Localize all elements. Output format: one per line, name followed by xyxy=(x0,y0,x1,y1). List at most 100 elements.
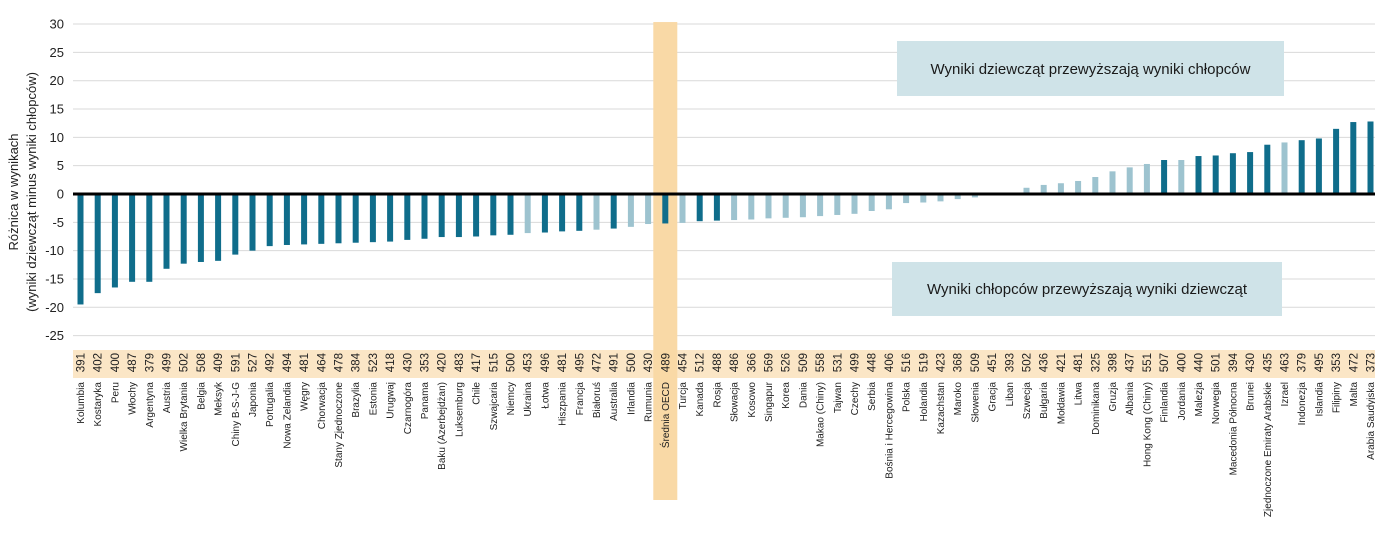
score-label: 406 xyxy=(884,353,896,372)
category-label: Dominikana xyxy=(1091,382,1102,435)
bar xyxy=(387,194,394,242)
category-label: Ukraina xyxy=(523,382,534,417)
score-label: 495 xyxy=(574,353,586,372)
bar xyxy=(266,194,273,247)
oecd-highlight-band xyxy=(653,22,678,501)
bar xyxy=(1092,177,1099,194)
bar xyxy=(438,194,445,238)
category-label: Australia xyxy=(609,382,620,421)
category-label: Argentyna xyxy=(145,382,156,428)
category-label: Słowacja xyxy=(730,382,741,422)
bar xyxy=(1143,163,1150,194)
bar xyxy=(404,194,411,240)
score-label: 423 xyxy=(936,353,948,372)
score-label: 509 xyxy=(798,353,810,372)
bar xyxy=(559,194,566,232)
score-label: 516 xyxy=(901,353,913,372)
category-label: Portugalia xyxy=(265,382,276,427)
score-label: 519 xyxy=(918,353,930,372)
bar xyxy=(146,194,153,282)
category-label: Kanada xyxy=(695,382,706,417)
score-label: 558 xyxy=(815,353,827,372)
bar xyxy=(645,194,652,225)
bar xyxy=(111,194,118,288)
score-label: 509 xyxy=(970,353,982,372)
category-label: Malta xyxy=(1349,382,1360,407)
category-label: Indonezja xyxy=(1297,382,1308,426)
category-label: Średnia OECD xyxy=(659,382,672,448)
category-label: Litwa xyxy=(1074,382,1085,406)
bar xyxy=(249,194,256,251)
y-tick-label: -20 xyxy=(45,300,64,315)
bar xyxy=(1350,122,1357,194)
score-label: 402 xyxy=(93,353,105,372)
bar xyxy=(1281,142,1288,194)
y-axis-label-sub: (wyniki dziewcząt minus wyniki chłopców) xyxy=(24,72,39,312)
highlight-bands xyxy=(73,22,1375,501)
bar xyxy=(507,194,514,235)
category-label: Liban xyxy=(1005,382,1016,406)
score-label: 394 xyxy=(1228,352,1240,372)
score-label: 569 xyxy=(764,353,776,372)
category-label: Białoruś xyxy=(592,382,603,418)
score-label: 500 xyxy=(506,353,518,372)
annotation-box-girls xyxy=(897,41,1284,96)
score-label: 489 xyxy=(660,353,672,372)
category-label: Macedonia Północna xyxy=(1228,382,1239,476)
y-tick-label: 20 xyxy=(50,73,64,88)
category-label: Dania xyxy=(798,382,809,409)
category-label: Czechy xyxy=(850,382,861,415)
score-label: 353 xyxy=(420,353,432,372)
annotation-boys-better: Wyniki chłopców przewyższają wyniki dzie… xyxy=(927,281,1248,298)
bar xyxy=(301,194,308,245)
category-label: Niemcy xyxy=(506,382,517,415)
bar xyxy=(817,194,824,217)
bar xyxy=(197,194,204,262)
category-label: Arabia Saudyjska xyxy=(1366,382,1375,460)
score-label: 487 xyxy=(127,353,139,372)
bar xyxy=(748,194,755,220)
bar xyxy=(455,194,462,238)
category-label: Nowa Zelandia xyxy=(282,382,293,449)
bar xyxy=(610,194,617,229)
category-label: Panama xyxy=(420,382,431,420)
category-label: Turcja xyxy=(678,382,689,410)
y-tick-label: 30 xyxy=(50,17,64,32)
category-label: Węgry xyxy=(300,382,311,411)
score-label: 448 xyxy=(867,353,879,372)
score-label: 463 xyxy=(1280,353,1292,372)
category-label: Mołdawia xyxy=(1056,382,1067,425)
category-label: Finlandia xyxy=(1160,382,1171,423)
bar xyxy=(215,194,222,261)
bar xyxy=(1298,140,1305,194)
score-label: 551 xyxy=(1142,353,1154,372)
score-label: 496 xyxy=(540,353,552,372)
score-label: 481 xyxy=(557,353,569,372)
y-axis: 30 25 20 15 10 5 0 -5 -10 -15 -20 -25 xyxy=(45,17,1375,343)
score-label: 393 xyxy=(1004,353,1016,372)
bar xyxy=(1057,183,1064,194)
bar xyxy=(731,194,738,221)
score-label: 502 xyxy=(1022,353,1034,372)
score-label: 472 xyxy=(592,353,604,372)
category-label: Austria xyxy=(162,382,173,414)
bar xyxy=(593,194,600,230)
category-label: Baku (Azerbejdżan) xyxy=(437,382,448,470)
bar xyxy=(885,194,892,210)
y-tick-label: 25 xyxy=(50,45,64,60)
y-tick-label: -15 xyxy=(45,271,64,286)
category-label: Bośnia i Hercegowina xyxy=(884,382,895,479)
bar xyxy=(421,194,428,239)
category-label: Francja xyxy=(575,382,586,416)
bar xyxy=(851,194,858,214)
score-label: 488 xyxy=(712,353,724,372)
bar xyxy=(782,194,789,218)
category-label: Izrael xyxy=(1280,382,1291,406)
bar xyxy=(696,194,703,222)
score-label: 436 xyxy=(1039,353,1051,372)
category-label: Estonia xyxy=(368,382,379,416)
score-label: 481 xyxy=(299,353,311,372)
bar xyxy=(1178,160,1185,194)
bar xyxy=(920,194,927,203)
annotation-box-boys xyxy=(892,262,1282,316)
